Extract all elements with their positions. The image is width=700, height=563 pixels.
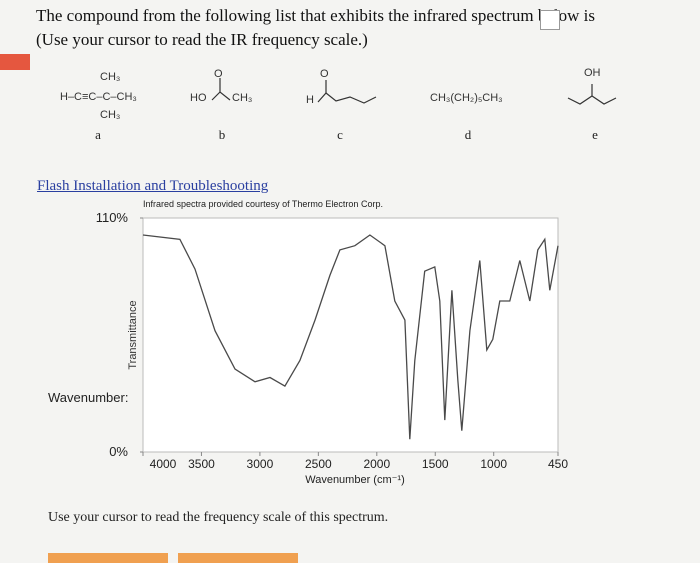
formula-text: OH bbox=[584, 67, 601, 79]
formula-text: O bbox=[320, 68, 329, 80]
compound-label: b bbox=[219, 127, 226, 142]
x-tick-label: 3000 bbox=[247, 457, 274, 471]
x-tick-label: 4000 bbox=[150, 457, 177, 471]
hint: (Use your cursor to read the IR frequenc… bbox=[36, 30, 368, 49]
footer-text: Use your cursor to read the frequency sc… bbox=[48, 510, 389, 525]
bond bbox=[567, 95, 617, 105]
bottom-button[interactable] bbox=[48, 553, 168, 563]
x-tick-label: 450 bbox=[548, 457, 568, 471]
compound-label: e bbox=[592, 127, 598, 142]
y-tick-label: 110% bbox=[96, 210, 129, 225]
formula-text: CH₃ bbox=[232, 92, 252, 104]
answer-box[interactable] bbox=[540, 10, 560, 30]
formula-text: O bbox=[214, 68, 223, 80]
skeleton-lines bbox=[211, 78, 617, 105]
compound-label: d bbox=[465, 127, 472, 142]
credit: Infrared spectra provided courtesy of Th… bbox=[143, 199, 383, 209]
readout-label: Wavenumber: bbox=[48, 390, 128, 405]
x-tick-label: 3500 bbox=[188, 457, 215, 471]
bottom-button[interactable] bbox=[178, 553, 298, 563]
formula-text: HO bbox=[190, 92, 207, 104]
formula-text: H–C≡C–C–CH₃ bbox=[60, 91, 137, 103]
y-axis-label: Transmittance bbox=[127, 300, 139, 369]
bond bbox=[211, 91, 231, 101]
formula-text: CH₃ bbox=[100, 109, 120, 121]
compound-label: c bbox=[337, 127, 343, 142]
x-tick-label: 1000 bbox=[480, 457, 507, 471]
x-tick-label: 1500 bbox=[422, 457, 449, 471]
plot-area bbox=[142, 217, 559, 453]
y-tick-label: 0% bbox=[109, 444, 128, 459]
bond bbox=[317, 92, 377, 104]
x-tick-label: 2500 bbox=[305, 457, 332, 471]
x-axis-label: Wavenumber (cm⁻¹) bbox=[305, 474, 405, 486]
formula-text: CH₃(CH₂)₅CH₃ bbox=[430, 92, 503, 104]
question: The compound from the following list tha… bbox=[36, 6, 595, 25]
formula-text: H bbox=[306, 94, 314, 106]
spectrum-line bbox=[142, 234, 559, 440]
x-tick-label: 2000 bbox=[363, 457, 390, 471]
install-link[interactable]: Flash Installation and Troubleshooting bbox=[37, 178, 269, 194]
formula-text: CH₃ bbox=[100, 71, 120, 83]
tab[interactable] bbox=[0, 54, 30, 70]
compound-label: a bbox=[95, 127, 101, 142]
